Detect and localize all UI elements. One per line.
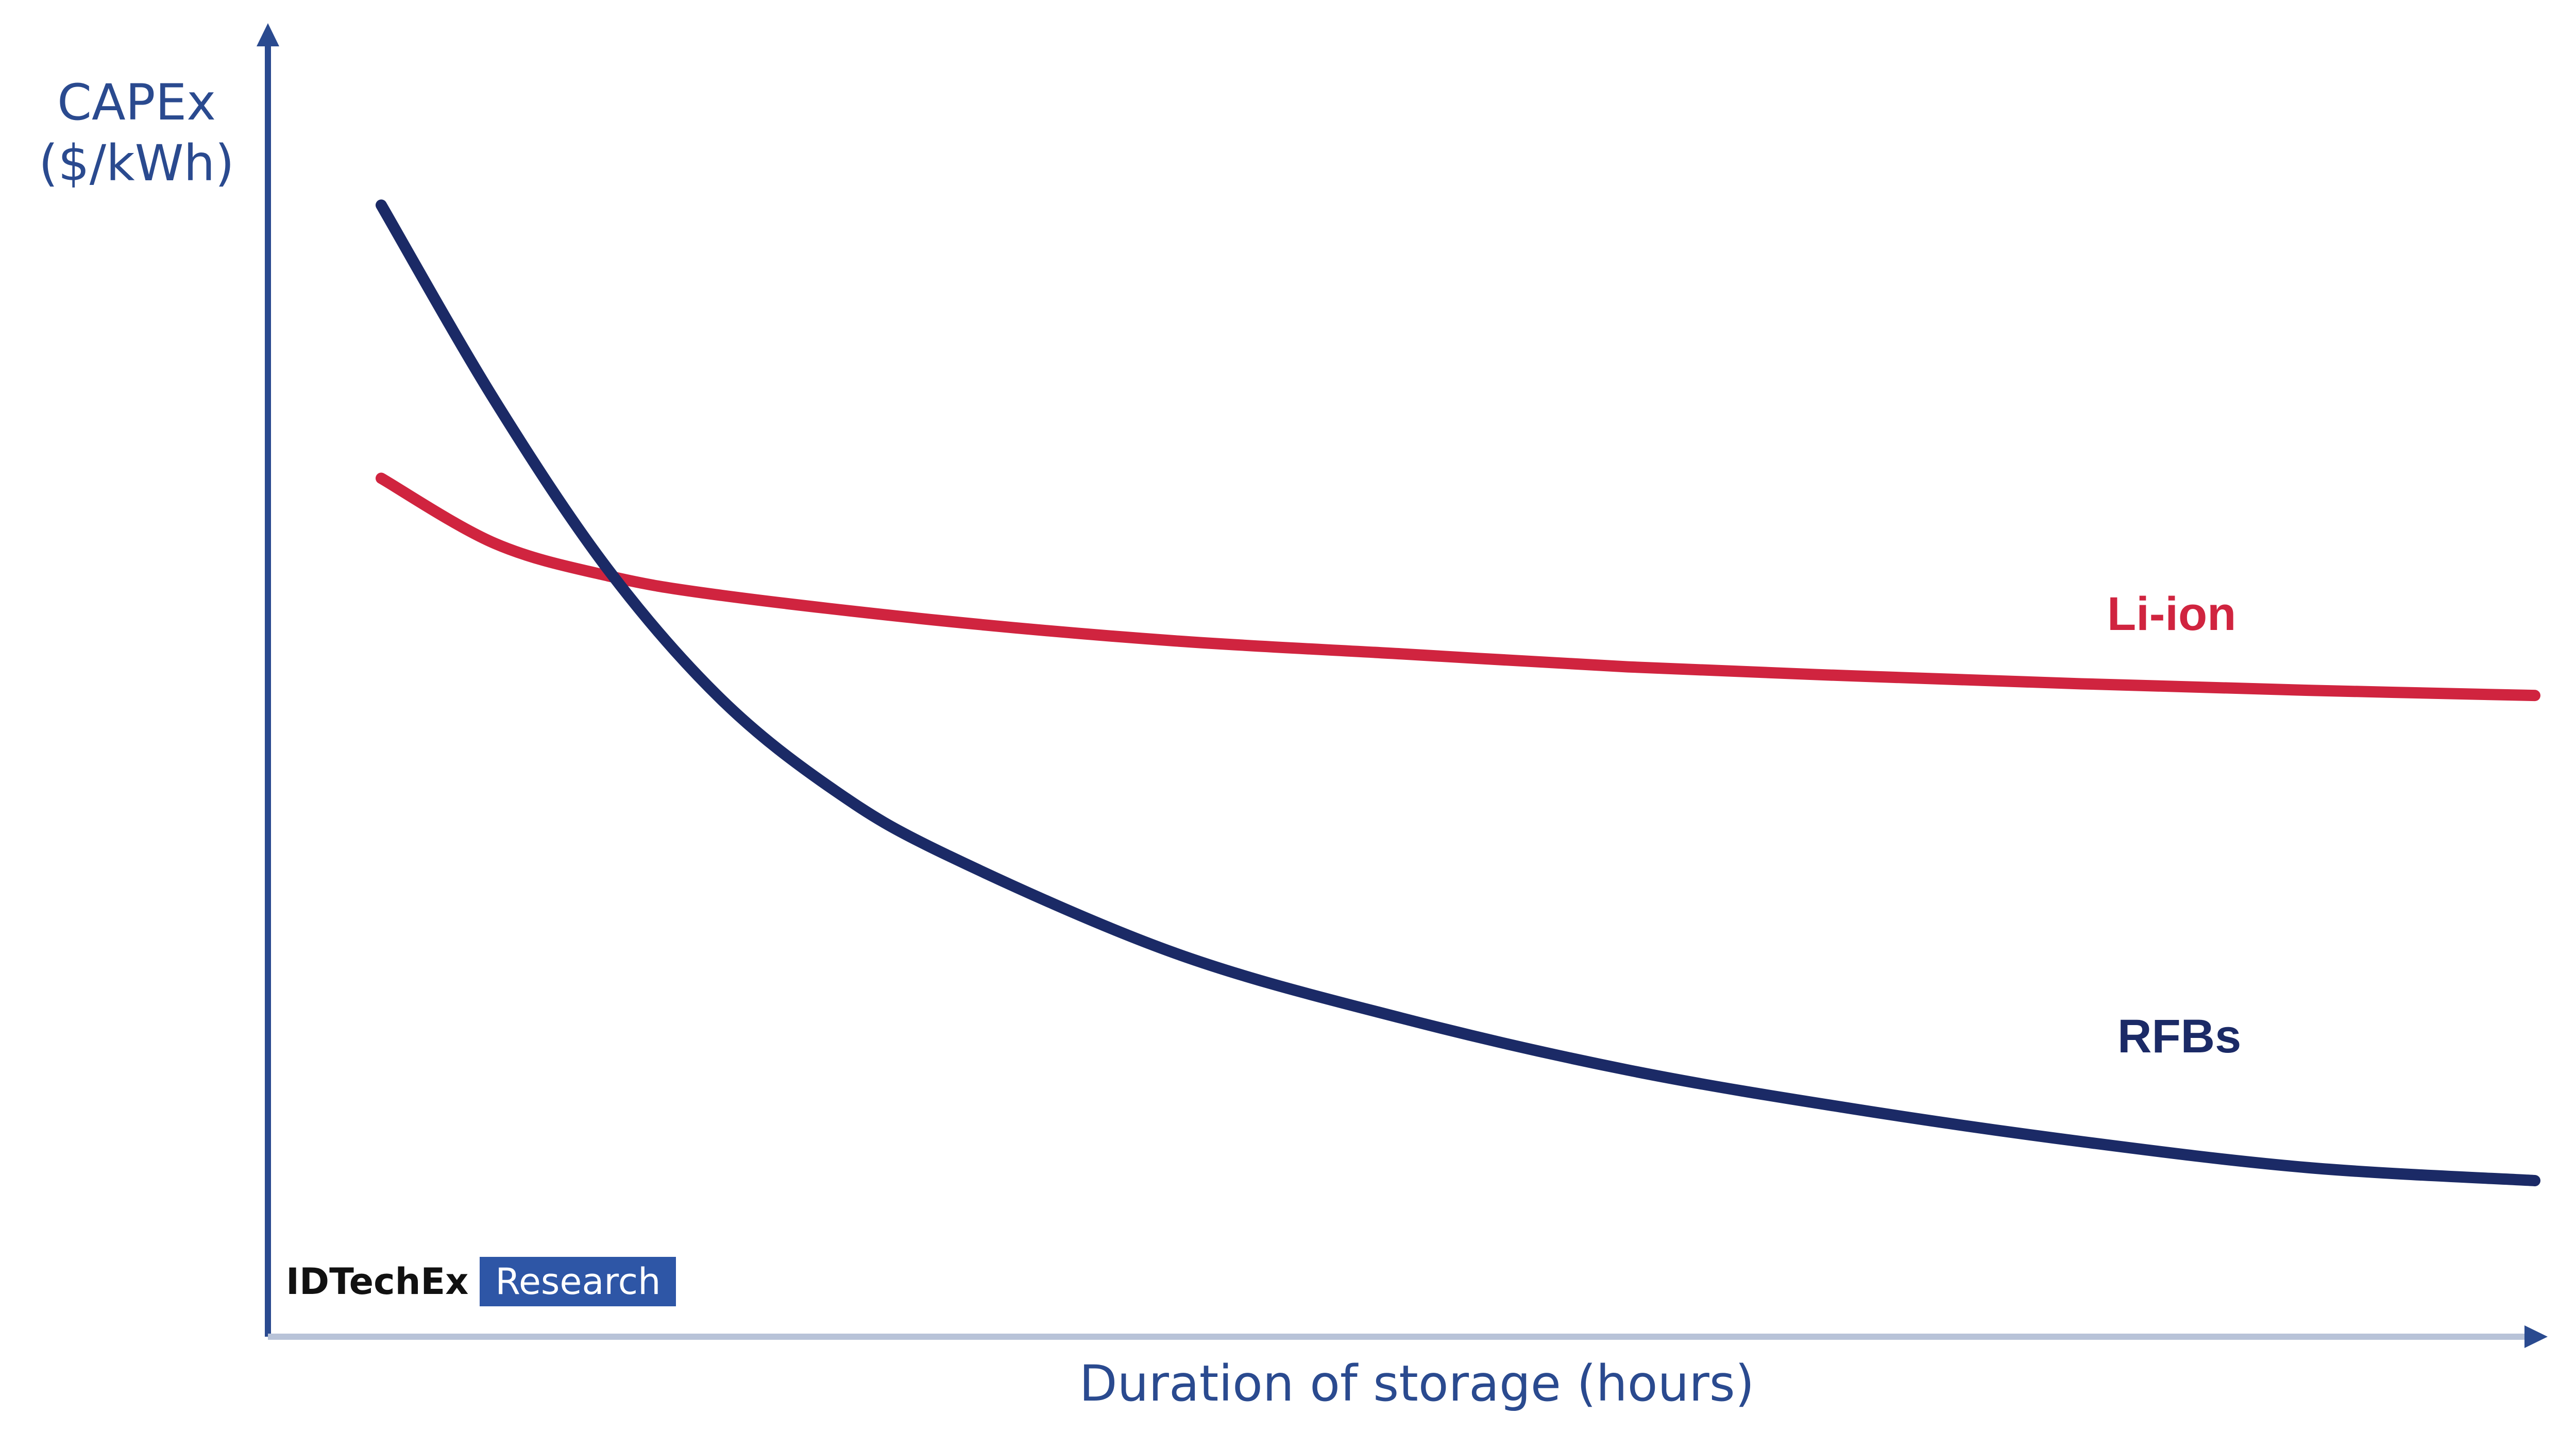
- watermark-right-text: Research: [480, 1257, 676, 1306]
- series-layer: [376, 199, 2540, 1186]
- series-line-li-ion: [376, 472, 2540, 702]
- x-axis-label: Duration of storage (hours): [1079, 1355, 1755, 1412]
- y-axis-label: CAPEx ($/kWh): [15, 72, 258, 194]
- y-axis-label-line-2: ($/kWh): [39, 134, 234, 192]
- x-axis-arrow: [2524, 1325, 2548, 1348]
- series-line-rfbs: [376, 199, 2540, 1186]
- series-label-li-ion: Li-ion: [2107, 588, 2236, 640]
- y-axis-arrow: [257, 23, 279, 46]
- watermark-logo: IDTechEx Research: [286, 1257, 676, 1306]
- axes: [257, 23, 2548, 1348]
- watermark-left-text: IDTechEx: [286, 1260, 469, 1303]
- series-label-rfbs: RFBs: [2117, 1010, 2242, 1063]
- y-axis-label-line-1: CAPEx: [57, 74, 216, 131]
